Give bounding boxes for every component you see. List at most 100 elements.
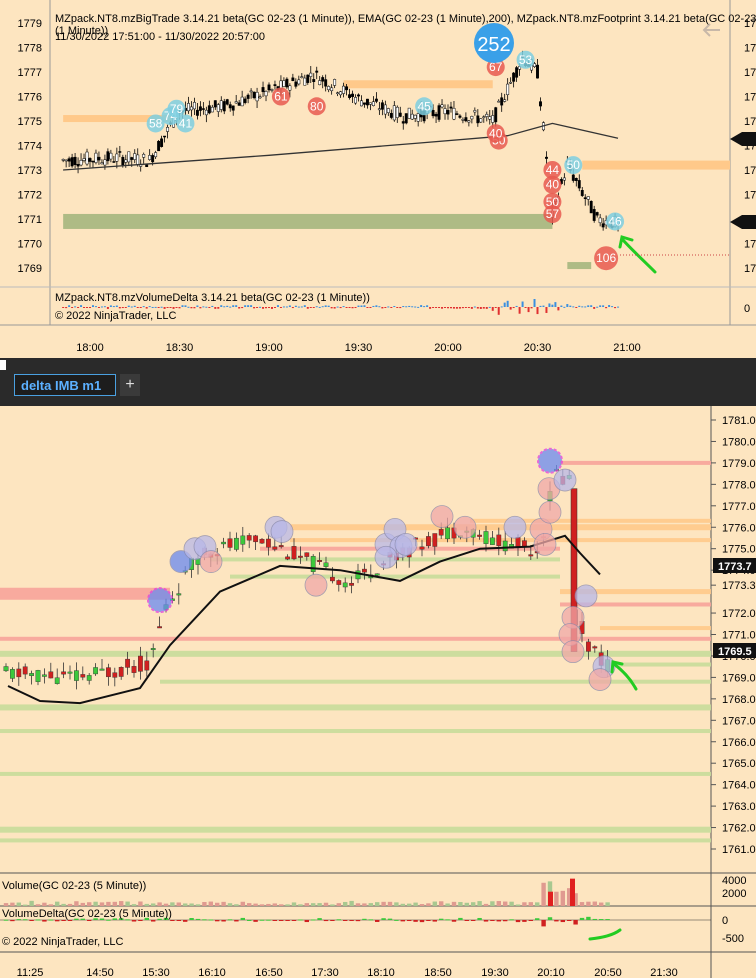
top-bubble-2: 79: [167, 99, 186, 118]
volume-bar: [343, 901, 348, 906]
price-tag-bg-2: [713, 643, 756, 658]
volume-bar: [131, 904, 137, 906]
delta-bar: [413, 920, 418, 922]
volume-bar: [234, 904, 239, 906]
bottom-candle: [16, 662, 22, 686]
top-delta-bar: [181, 305, 184, 307]
top-delta-bar: [470, 307, 473, 309]
top-delta-bar: [273, 307, 276, 308]
top-chart-svg[interactable]: 5874794180614567535040404450571065046252…: [0, 0, 756, 358]
top-candle: [127, 151, 131, 165]
top-delta-bar: [491, 307, 494, 311]
top-candle: [243, 96, 247, 105]
top-delta-bar: [339, 307, 342, 309]
top-delta-bar: [408, 305, 411, 307]
top-candle: [231, 105, 235, 116]
top-y-tick-right-1: 17: [744, 43, 756, 55]
bottom-x-tick-8: 19:30: [481, 967, 509, 978]
add-tab-button[interactable]: +: [120, 374, 140, 396]
top-delta-bar: [566, 304, 569, 307]
top-delta-bar: [521, 301, 524, 307]
delta-bar: [29, 920, 34, 921]
top-delta-bar: [160, 306, 163, 308]
annotation-underline: [588, 928, 622, 941]
volume-bar: [586, 901, 591, 906]
top-delta-bar: [584, 306, 587, 308]
top-candle: [464, 112, 468, 123]
top-delta-bar: [303, 305, 306, 307]
delta-bar: [253, 920, 258, 922]
volume-bar: [247, 903, 252, 906]
top-x-tick-6: 21:00: [613, 342, 641, 354]
top-candle: [109, 149, 113, 163]
top-candle: [562, 173, 566, 186]
top-delta-bar: [539, 305, 542, 307]
delta-bar: [547, 917, 553, 920]
volume-bar: [183, 903, 188, 906]
bottom-zone-4: [0, 729, 711, 734]
top-y-tick-4: 1775: [18, 116, 42, 128]
top-candle: [509, 77, 513, 84]
bottom-zone-0: [0, 587, 170, 600]
top-candle: [392, 101, 396, 122]
delta-bar: [400, 920, 405, 922]
top-delta-bar: [77, 307, 80, 308]
bottom-bubble-13: [430, 505, 454, 528]
volume-bar: [10, 902, 15, 906]
top-candle: [64, 159, 68, 168]
svg-text:79: 79: [170, 102, 184, 116]
volume-bar: [317, 903, 322, 906]
top-candle: [237, 99, 241, 106]
splitter-handle[interactable]: [0, 360, 6, 370]
annotation-arrowhead-bottom: [610, 660, 624, 674]
top-y-tick-right-3: 17: [744, 92, 756, 104]
top-delta-bar: [97, 307, 100, 308]
bottom-chart-svg[interactable]: 1781.0 1780.0 1779.0 1778.0 1777.0 1776.0 1775…: [0, 406, 756, 978]
delta-bar: [291, 920, 297, 921]
top-bubble-16: 50: [564, 156, 583, 175]
bottom-candle: [176, 583, 182, 605]
top-candle: [285, 77, 289, 89]
top-candle: [207, 100, 211, 115]
top-y-tick-6: 1773: [18, 165, 42, 177]
top-chart-panel[interactable]: 5874794180614567535040404450571065046252…: [0, 0, 756, 358]
top-candle: [386, 107, 390, 116]
top-delta-bar: [112, 306, 115, 308]
volume-bar: [509, 901, 514, 906]
bottom-candle: [221, 537, 226, 549]
top-delta-bar: [133, 305, 136, 307]
top-delta-bar: [360, 305, 363, 307]
top-candle: [395, 105, 399, 123]
top-bubble-14: 57: [543, 205, 562, 224]
top-y-tick-right-6: 17: [744, 165, 756, 177]
top-candle: [449, 101, 453, 113]
top-delta-bar: [142, 306, 145, 308]
top-delta-bar: [244, 305, 247, 307]
top-delta-bar: [485, 307, 488, 309]
bottom-candle: [298, 546, 303, 564]
top-candle: [300, 73, 304, 79]
top-delta-bar: [494, 307, 497, 308]
top-delta-bar: [587, 305, 590, 307]
bottom-y-tick-14: 1767.0: [722, 715, 756, 727]
top-candle: [115, 147, 119, 169]
top-y-tick-9: 1770: [18, 239, 42, 251]
tab-delta-imb-m1[interactable]: delta IMB m1: [14, 374, 116, 396]
top-delta-bar: [458, 307, 461, 309]
top-delta-bar: [265, 307, 268, 309]
top-candle: [315, 66, 319, 80]
bottom-candle: [42, 668, 47, 684]
top-candle: [297, 75, 301, 86]
top-candle: [389, 109, 393, 120]
bottom-candle: [291, 538, 297, 561]
bottom-y-tick-3: 1778.0: [722, 479, 756, 491]
top-candle: [79, 153, 83, 167]
big-trade-bubble: 252: [474, 23, 514, 63]
svg-text:44: 44: [546, 163, 560, 177]
bottom-candle: [419, 539, 425, 557]
back-arrow-icon[interactable]: [702, 23, 720, 37]
top-delta-bar: [503, 302, 506, 307]
top-candle: [195, 102, 199, 120]
bottom-chart-panel[interactable]: 1781.0 1780.0 1779.0 1778.0 1777.0 1776.0 1775…: [0, 406, 756, 978]
top-delta-bar: [438, 307, 441, 308]
